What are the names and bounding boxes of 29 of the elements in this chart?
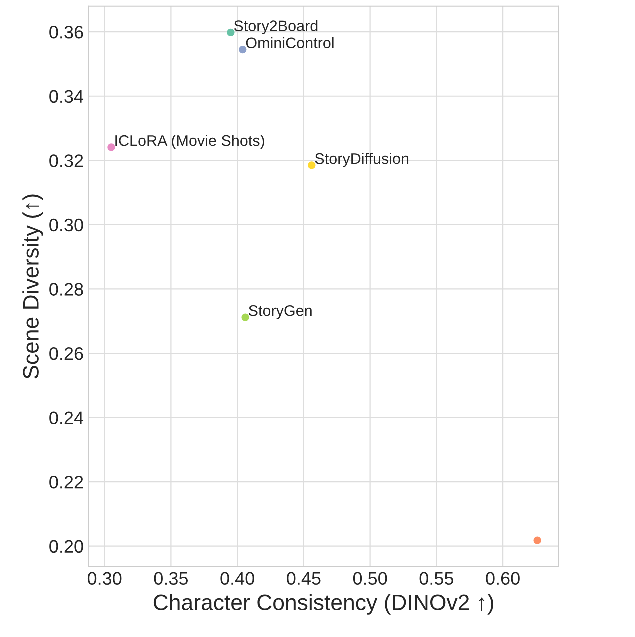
- y-tick-label: 0.26: [50, 347, 84, 360]
- x-tick-label: 0.40: [220, 572, 254, 586]
- y-tick-label: 0.28: [50, 283, 84, 296]
- series-label: Story2Board: [234, 20, 318, 35]
- point: [108, 144, 116, 152]
- x-tick-label: 0.30: [88, 572, 122, 586]
- y-tick-label: 0.20: [50, 540, 84, 554]
- point: [308, 162, 316, 170]
- point: [242, 314, 250, 322]
- series-label: OminiControl: [246, 37, 334, 49]
- y-tick-label: 0.22: [50, 476, 84, 489]
- x-tick-label: 0.55: [420, 572, 454, 586]
- series-label: StoryDiffusion: [315, 153, 409, 168]
- y-tick-label: 0.30: [50, 218, 84, 232]
- x-tick-label: 0.50: [353, 572, 388, 586]
- x-tick-label: 0.35: [154, 572, 188, 586]
- y-tick-label: 0.24: [50, 412, 84, 425]
- y-tick-label: 0.36: [50, 26, 84, 39]
- point: [239, 46, 247, 54]
- x-tick-label: 0.45: [287, 572, 321, 586]
- series-label: StoryGen: [249, 305, 312, 320]
- series-label: ICLoRA (Movie Shots): [116, 135, 264, 150]
- y-axis-title: Scene Diversity (↑): [22, 194, 44, 379]
- point: [534, 536, 542, 544]
- y-tick-label: 0.32: [50, 154, 84, 168]
- x-tick-label: 0.60: [486, 572, 520, 586]
- y-tick-label: 0.34: [50, 90, 84, 104]
- point: [227, 28, 235, 37]
- x-axis-title: Character Consistency (DINOv2 ↑): [154, 594, 494, 615]
